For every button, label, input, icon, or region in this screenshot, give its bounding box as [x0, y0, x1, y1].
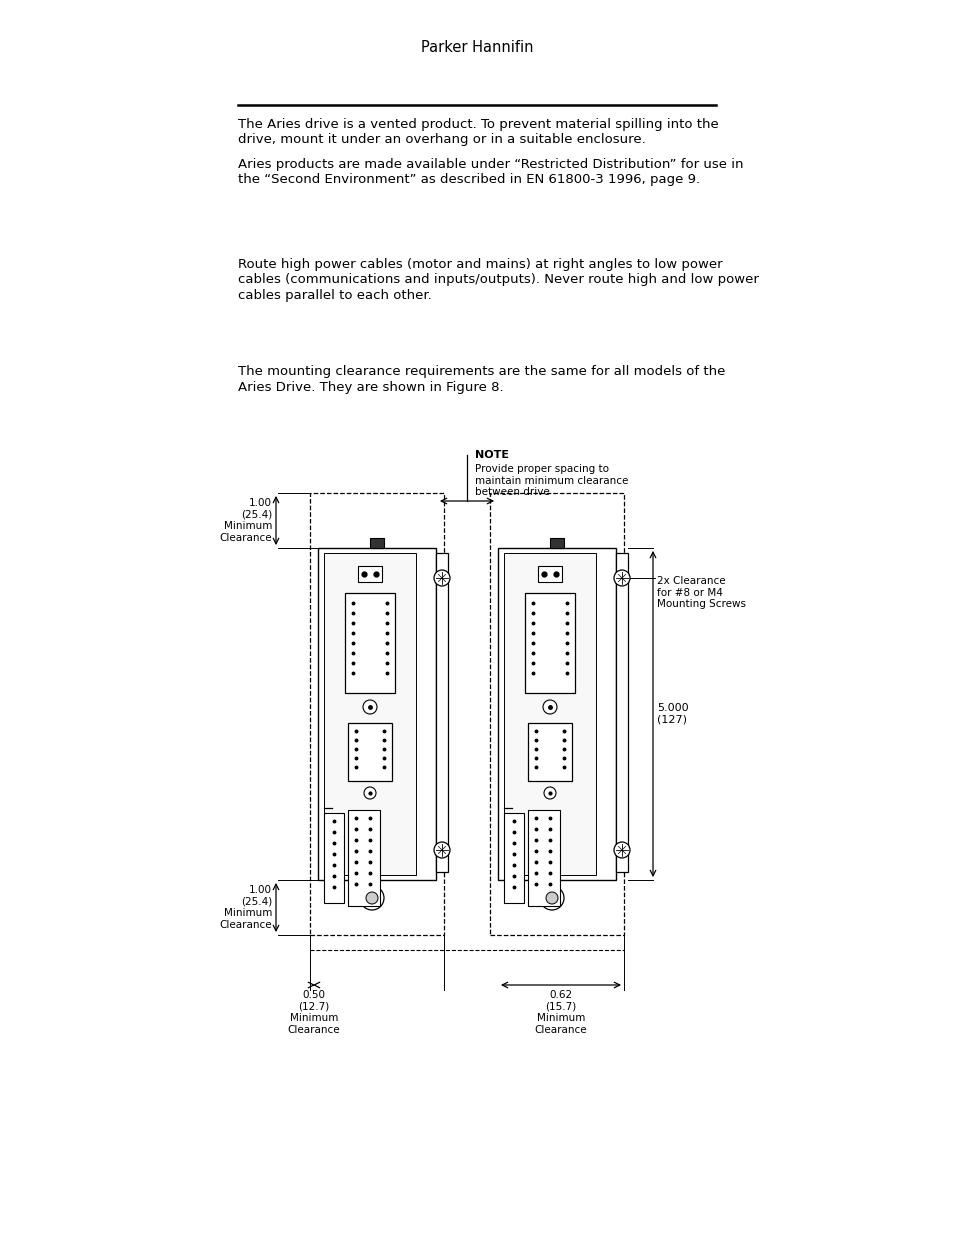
Bar: [348, 722, 392, 781]
Bar: [490, 493, 623, 935]
Bar: [527, 810, 559, 906]
Circle shape: [614, 842, 629, 858]
Bar: [436, 553, 448, 872]
Text: The Aries drive is a vented product. To prevent material spilling into the: The Aries drive is a vented product. To …: [237, 119, 718, 131]
Bar: [345, 593, 395, 693]
Text: 5.000
(127): 5.000 (127): [657, 703, 688, 725]
Text: 0.50
(12.7)
Minimum
Clearance: 0.50 (12.7) Minimum Clearance: [288, 990, 340, 1035]
Circle shape: [366, 892, 377, 904]
Text: cables (communications and inputs/outputs). Never route high and low power: cables (communications and inputs/output…: [237, 273, 758, 287]
Circle shape: [545, 892, 558, 904]
Bar: [503, 553, 596, 876]
Bar: [537, 566, 561, 582]
Text: Aries products are made available under “Restricted Distribution” for use in: Aries products are made available under …: [237, 158, 742, 170]
Bar: [497, 548, 616, 881]
Bar: [616, 553, 627, 872]
Text: The mounting clearance requirements are the same for all models of the: The mounting clearance requirements are …: [237, 366, 724, 378]
Text: Parker Hannifin: Parker Hannifin: [420, 41, 533, 56]
Text: drive, mount it under an overhang or in a suitable enclosure.: drive, mount it under an overhang or in …: [237, 133, 645, 147]
Circle shape: [542, 700, 557, 714]
Text: 1.00
(25.4)
Minimum
Clearance: 1.00 (25.4) Minimum Clearance: [219, 498, 272, 543]
Circle shape: [614, 571, 629, 585]
Text: 0.62
(15.7)
Minimum
Clearance: 0.62 (15.7) Minimum Clearance: [534, 990, 587, 1035]
Text: 2x Clearance
for #8 or M4
Mounting Screws: 2x Clearance for #8 or M4 Mounting Screw…: [657, 576, 745, 609]
Bar: [324, 553, 416, 876]
Bar: [348, 810, 379, 906]
Circle shape: [539, 885, 563, 910]
Bar: [503, 813, 523, 903]
Bar: [550, 538, 563, 548]
Circle shape: [434, 842, 450, 858]
Circle shape: [363, 700, 376, 714]
Bar: [357, 566, 381, 582]
Circle shape: [543, 787, 556, 799]
Circle shape: [359, 885, 384, 910]
Text: Aries Drive. They are shown in Figure 8.: Aries Drive. They are shown in Figure 8.: [237, 380, 503, 394]
Text: cables parallel to each other.: cables parallel to each other.: [237, 289, 432, 303]
Circle shape: [434, 571, 450, 585]
Text: Provide proper spacing to
maintain minimum clearance
between drive: Provide proper spacing to maintain minim…: [475, 464, 628, 498]
Text: NOTE: NOTE: [475, 450, 509, 459]
Bar: [370, 538, 384, 548]
Bar: [527, 722, 572, 781]
Text: the “Second Environment” as described in EN 61800-3 1996, page 9.: the “Second Environment” as described in…: [237, 173, 700, 186]
Bar: [310, 493, 443, 935]
Circle shape: [364, 787, 375, 799]
Bar: [317, 548, 436, 881]
Bar: [324, 813, 344, 903]
Text: Route high power cables (motor and mains) at right angles to low power: Route high power cables (motor and mains…: [237, 258, 721, 270]
Text: 1.00
(25.4)
Minimum
Clearance: 1.00 (25.4) Minimum Clearance: [219, 885, 272, 930]
Bar: [524, 593, 575, 693]
